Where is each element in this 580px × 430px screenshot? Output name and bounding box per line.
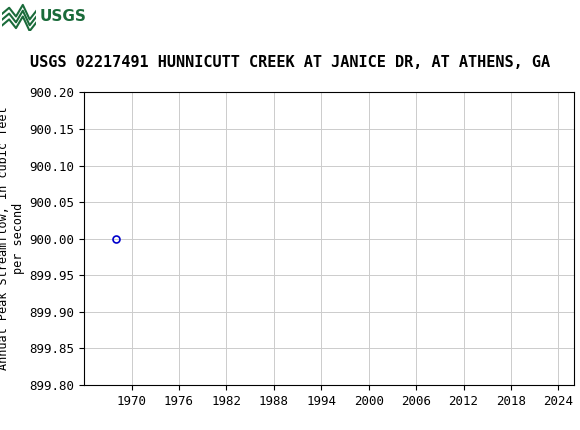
FancyBboxPatch shape (2, 2, 92, 31)
Y-axis label: Annual Peak Streamflow, in cubic feet
per second: Annual Peak Streamflow, in cubic feet pe… (0, 107, 25, 371)
Text: USGS 02217491 HUNNICUTT CREEK AT JANICE DR, AT ATHENS, GA: USGS 02217491 HUNNICUTT CREEK AT JANICE … (30, 55, 550, 70)
Text: USGS: USGS (40, 9, 87, 24)
